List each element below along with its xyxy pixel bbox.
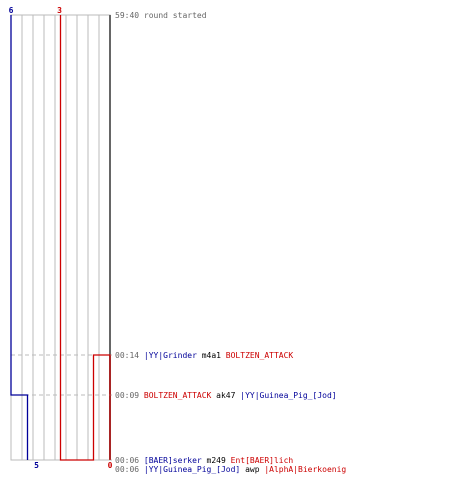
event-time: 00:14: [115, 351, 144, 360]
event-time: 59:40: [115, 11, 144, 20]
event-row: 59:40 round started: [115, 11, 207, 20]
event-guide-lines: [11, 354, 112, 461]
victim-name: |YY|Guinea_Pig_[Jod]: [240, 391, 336, 400]
event-row: 00:14 |YY|Grinder m4a1 BOLTZEN_ATTACK: [115, 351, 293, 360]
killer-name: [BAER]serker: [144, 456, 207, 465]
event-row: 00:06 [BAER]serker m249 Ent[BAER]lich: [115, 456, 293, 465]
red-series-line: [59, 15, 111, 461]
blue-top-label: 6: [9, 6, 14, 15]
victim-name: Ent[BAER]lich: [231, 456, 294, 465]
event-time: 00:06: [115, 465, 144, 474]
event-log: 59:40 round started 00:06 [BAER]serker m2…: [115, 11, 346, 474]
event-text: round started: [144, 11, 207, 20]
red-top-label: 3: [57, 6, 62, 15]
killer-name: BOLTZEN_ATTACK: [144, 391, 216, 400]
blue-bottom-label: 5: [34, 461, 39, 470]
weapon-name: awp: [245, 465, 264, 474]
victim-name: BOLTZEN_ATTACK: [226, 351, 294, 360]
event-row: 00:09 BOLTZEN_ATTACK ak47 |YY|Guinea_Pig…: [115, 391, 337, 400]
weapon-name: m249: [207, 456, 231, 465]
victim-name: |AlphA|Bierkoenig: [264, 465, 346, 474]
event-row: 00:06 |YY|Guinea_Pig_[Jod] awp |AlphA|Bi…: [115, 465, 346, 474]
red-bottom-label: 0: [108, 461, 113, 470]
event-time: 00:09: [115, 391, 144, 400]
weapon-name: m4a1: [202, 351, 226, 360]
weapon-name: ak47: [216, 391, 240, 400]
killer-name: |YY|Grinder: [144, 351, 202, 360]
event-time: 00:06: [115, 456, 144, 465]
blue-series-line: [10, 15, 29, 460]
score-series: [10, 15, 111, 461]
killer-name: |YY|Guinea_Pig_[Jod]: [144, 465, 245, 474]
axis-labels: 6 3 5 0: [9, 6, 113, 470]
